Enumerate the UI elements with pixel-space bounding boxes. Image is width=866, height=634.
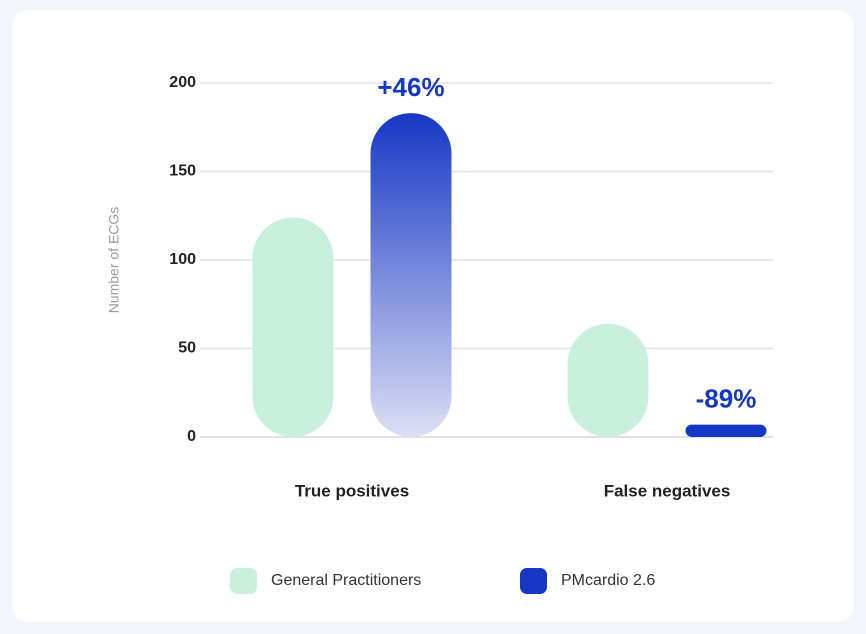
- annotation: -89%: [696, 383, 757, 413]
- y-tick-label: 50: [178, 340, 196, 357]
- x-tick-label: False negatives: [604, 481, 731, 500]
- y-tick-label: 0: [187, 428, 196, 445]
- y-axis-label: Number of ECGs: [106, 207, 122, 314]
- bar: [252, 217, 334, 437]
- legend-swatch: [520, 568, 547, 594]
- legend-swatch: [230, 568, 257, 594]
- x-tick-label: True positives: [295, 481, 409, 500]
- y-tick-label: 150: [169, 163, 196, 180]
- bar: [567, 323, 649, 437]
- y-tick-label: 200: [169, 74, 196, 91]
- annotation: +46%: [377, 72, 444, 102]
- bar: [685, 424, 767, 437]
- legend-label: PMcardio 2.6: [561, 572, 655, 589]
- y-tick-label: 100: [169, 251, 196, 268]
- legend-label: General Practitioners: [271, 572, 421, 589]
- bar: [370, 113, 452, 437]
